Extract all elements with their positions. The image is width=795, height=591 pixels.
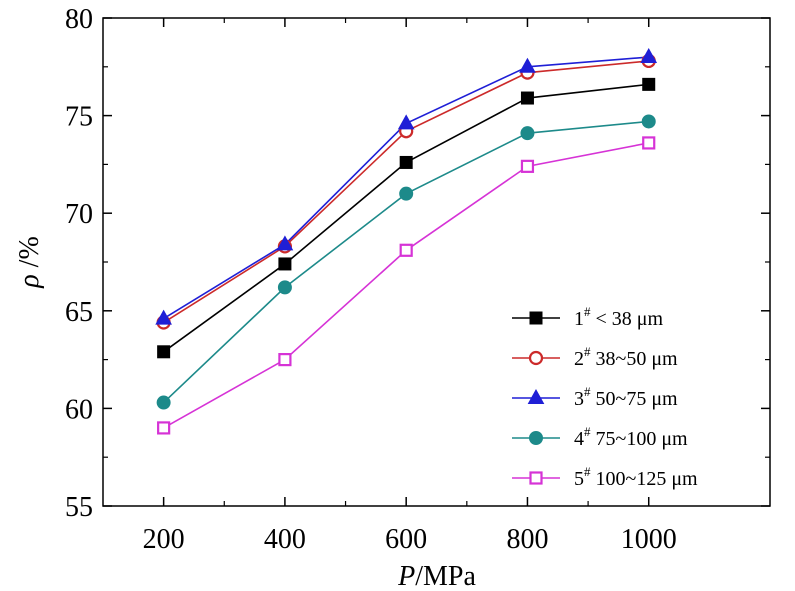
data-point-s5: [157, 421, 171, 435]
legend-label-range: < 38 μm: [591, 308, 664, 330]
legend-label-sup: #: [584, 464, 591, 479]
data-point-s4: [641, 114, 656, 129]
data-point-s1: [278, 257, 292, 271]
data-point-s3: [276, 235, 294, 251]
y-tick-label: 55: [65, 492, 93, 523]
legend-label-range: 75~100 μm: [591, 428, 689, 450]
legend-marker-s2: [528, 350, 544, 366]
y-axis-title: ρ /%: [14, 236, 45, 289]
data-point-s4: [520, 126, 535, 141]
legend-label-s5: 5# 100~125 μm: [574, 464, 698, 490]
y-axis-title-unit: /%: [14, 236, 45, 274]
data-point-s3: [397, 114, 415, 130]
legend-label-s2: 2# 38~50 μm: [574, 344, 678, 370]
legend-label-sup: #: [584, 384, 591, 399]
legend-marker-s3: [527, 388, 545, 404]
legend-label-number: 4: [574, 428, 584, 450]
x-axis-title-unit: /MPa: [415, 561, 476, 591]
y-tick-label: 80: [65, 4, 93, 35]
y-tick-label: 70: [65, 199, 93, 230]
legend: 1# < 38 μm2# 38~50 μm3# 50~75 μm4# 75~10…: [512, 304, 698, 490]
legend-label-range: 38~50 μm: [591, 348, 679, 370]
x-axis-title-symbol: P: [397, 561, 415, 591]
data-point-s1: [157, 345, 171, 359]
y-tick-label: 60: [65, 394, 93, 425]
y-axis-title-symbol: ρ: [14, 274, 45, 288]
data-point-s4: [277, 280, 292, 295]
legend-label-s4: 4# 75~100 μm: [574, 424, 688, 450]
data-point-s5: [399, 243, 413, 257]
y-tick-label: 75: [65, 102, 93, 133]
series-lines: [163, 56, 649, 429]
data-point-s5: [520, 159, 535, 173]
legend-label-range: 50~75 μm: [591, 388, 679, 410]
legend-label-number: 3: [574, 388, 584, 410]
legend-label-s1: 1# < 38 μm: [574, 304, 664, 330]
x-tick-label: 200: [143, 524, 185, 555]
legend-label-s3: 3# 50~75 μm: [574, 384, 678, 410]
data-point-s1: [642, 77, 656, 91]
data-point-s1: [520, 91, 534, 105]
data-point-s5: [642, 136, 656, 150]
legend-label-number: 1: [574, 308, 584, 330]
data-point-s5: [278, 353, 292, 367]
legend-label-sup: #: [584, 344, 591, 359]
legend-label-sup: #: [584, 424, 591, 439]
legend-label-number: 5: [574, 468, 584, 490]
legend-label-range: 100~125 μm: [591, 468, 699, 490]
legend-label-number: 2: [574, 348, 584, 370]
y-tick-label: 65: [65, 297, 93, 328]
axis-ticks: 55 60 65 70 75 80 200 400 600 800 1000: [65, 4, 770, 555]
x-tick-label: 1000: [621, 524, 677, 555]
x-tick-label: 800: [506, 524, 548, 555]
data-point-s3: [640, 48, 658, 64]
x-tick-label: 400: [264, 524, 306, 555]
legend-label-sup: #: [584, 304, 591, 319]
x-tick-label: 600: [385, 524, 427, 555]
x-axis-title: P/MPa: [397, 561, 476, 591]
legend-marker-s1: [529, 311, 543, 325]
series-markers: [155, 48, 658, 435]
data-point-s4: [399, 186, 414, 201]
data-point-s1: [399, 155, 413, 169]
legend-marker-s4: [529, 431, 543, 445]
legend-marker-s5: [529, 471, 543, 485]
data-point-s4: [156, 395, 171, 410]
series-line-s5: [163, 142, 649, 429]
data-point-s3: [519, 57, 536, 73]
data-point-s3: [155, 309, 172, 325]
